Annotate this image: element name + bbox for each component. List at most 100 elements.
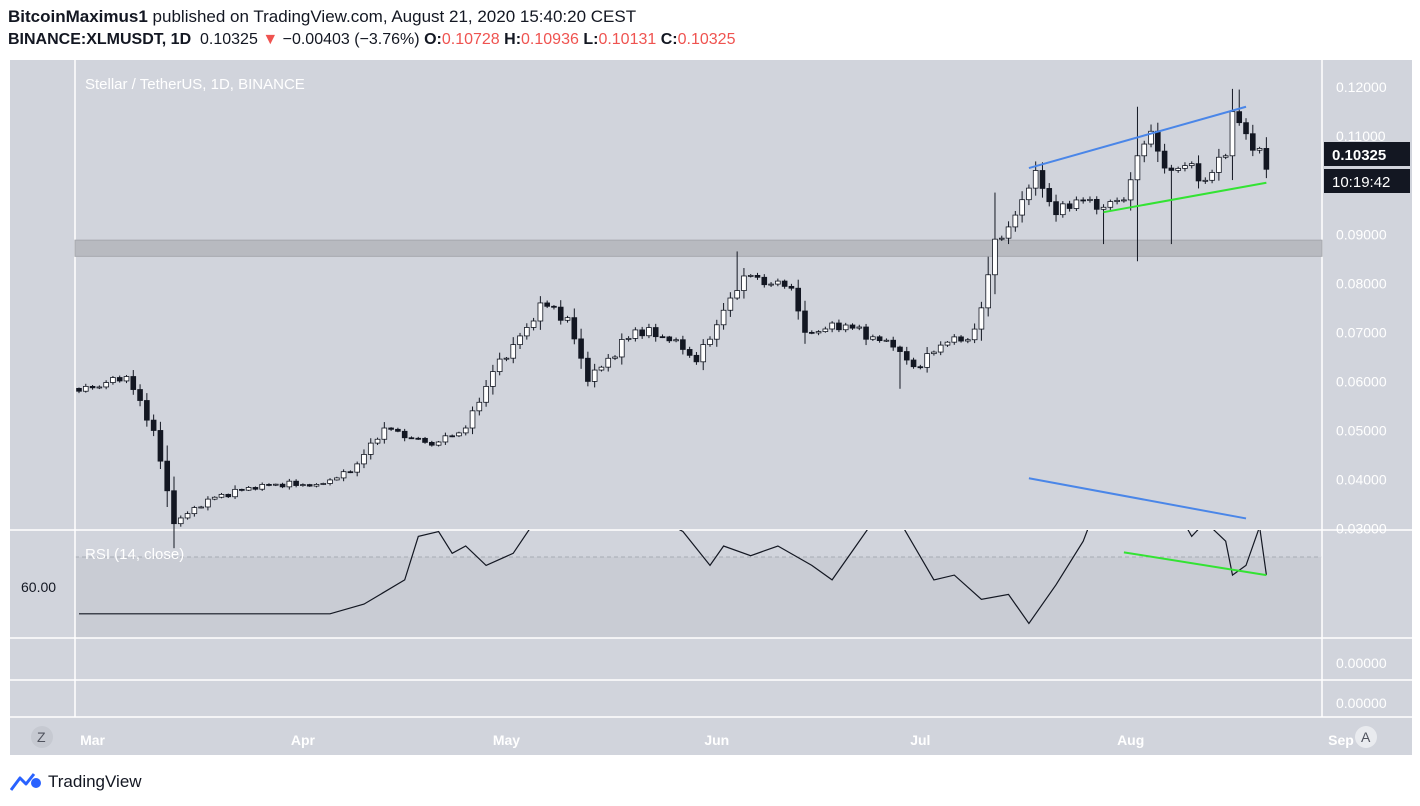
z-button[interactable]: Z — [31, 726, 53, 748]
candle-body — [1093, 198, 1100, 210]
candle-body — [1127, 179, 1134, 201]
rsi-band — [75, 557, 1322, 638]
candle — [585, 351, 591, 387]
candle-body — [700, 344, 707, 363]
candle-body — [720, 309, 727, 326]
price-tick-label: 0.06000 — [1336, 373, 1387, 389]
candle — [259, 482, 265, 491]
candle-body — [808, 331, 815, 334]
price-tick-label: 0.07000 — [1336, 324, 1387, 340]
candle-body — [82, 386, 89, 392]
candle — [822, 326, 829, 333]
candle — [1250, 124, 1256, 157]
candle-body — [340, 471, 347, 479]
candle-body — [164, 460, 171, 492]
candle — [76, 387, 82, 394]
candle-body — [150, 419, 157, 431]
candle — [829, 321, 835, 333]
change-arrow-icon: ▼ — [262, 31, 279, 48]
candle-body — [652, 327, 659, 338]
candle — [795, 279, 802, 320]
candle-body — [1168, 167, 1175, 171]
candle — [225, 493, 232, 499]
time-tick-label: Jun — [704, 732, 729, 748]
candle — [727, 292, 734, 317]
candle-body — [1019, 199, 1025, 216]
candle — [320, 482, 327, 486]
candle-body — [612, 356, 618, 359]
candle — [734, 251, 740, 300]
candle — [876, 335, 883, 343]
candle-body — [510, 344, 517, 359]
lower-axis-label-2: 0.00000 — [1336, 695, 1387, 711]
candle — [598, 365, 605, 372]
candle — [198, 505, 204, 509]
candle-body — [89, 386, 96, 389]
candle-body — [374, 438, 381, 444]
candle-body — [775, 280, 781, 285]
candle — [944, 341, 951, 347]
candle-body — [680, 339, 686, 350]
candle-body — [1256, 148, 1263, 151]
candle-body — [530, 320, 537, 328]
candle — [578, 328, 584, 369]
candle — [524, 323, 530, 340]
candle-body — [1182, 165, 1188, 169]
candle-body — [788, 285, 795, 289]
candle-body — [1012, 214, 1019, 228]
candle — [761, 274, 768, 288]
candle-body — [1053, 201, 1059, 216]
candle — [924, 347, 930, 373]
candle-body — [286, 480, 293, 488]
candle — [408, 436, 415, 440]
candle-body — [937, 344, 944, 353]
price-tick-label: 0.04000 — [1336, 472, 1387, 488]
pane-title: Stellar / TetherUS, 1D, BINANCE — [85, 76, 305, 93]
candle — [1100, 204, 1107, 245]
candle-body — [266, 484, 272, 486]
chart-canvas[interactable]: 0.03000 0.04000 0.05000 0.06000 0.07000 0.080… — [10, 60, 1412, 755]
candle-body — [245, 487, 252, 491]
candle — [388, 427, 394, 431]
candle-body — [842, 324, 849, 331]
candle-body — [103, 382, 109, 388]
rsi-lower-trendline — [1123, 551, 1267, 577]
close-value: 0.10325 — [677, 31, 736, 48]
low-value: 0.10131 — [598, 31, 657, 48]
candle-body — [903, 351, 910, 361]
candle — [218, 492, 225, 499]
open-value: 0.10728 — [441, 31, 500, 48]
candle — [116, 375, 123, 383]
candle-body — [225, 493, 232, 498]
candle — [177, 515, 184, 527]
candle-body — [1175, 167, 1181, 171]
candle-body — [1209, 172, 1215, 181]
candle — [300, 483, 306, 487]
candle — [788, 283, 795, 291]
candle — [232, 485, 238, 499]
candle-body — [1148, 130, 1154, 145]
candle-body — [693, 354, 700, 363]
chart-frame[interactable]: 0.03000 0.04000 0.05000 0.06000 0.07000 0.080… — [10, 60, 1412, 755]
price-tick-label: 0.12000 — [1336, 79, 1387, 95]
candle — [903, 346, 910, 365]
a-button[interactable]: A — [1355, 726, 1377, 748]
candle — [551, 305, 557, 310]
author-name[interactable]: BitcoinMaximus1 — [8, 7, 148, 26]
candle-body — [836, 322, 842, 331]
candle-body — [992, 238, 998, 276]
candle — [856, 324, 863, 331]
candle-body — [1141, 143, 1148, 157]
candle — [191, 505, 198, 517]
candle-body — [1107, 201, 1114, 208]
candle — [245, 486, 252, 491]
high-label: H: — [504, 31, 522, 48]
tradingview-logo[interactable]: TradingView — [10, 770, 142, 794]
candle — [286, 478, 293, 490]
candle-body — [815, 331, 822, 334]
candle — [1066, 200, 1073, 212]
candle — [374, 437, 381, 446]
candle — [96, 385, 103, 390]
candle — [625, 336, 632, 342]
candle-body — [619, 339, 625, 358]
